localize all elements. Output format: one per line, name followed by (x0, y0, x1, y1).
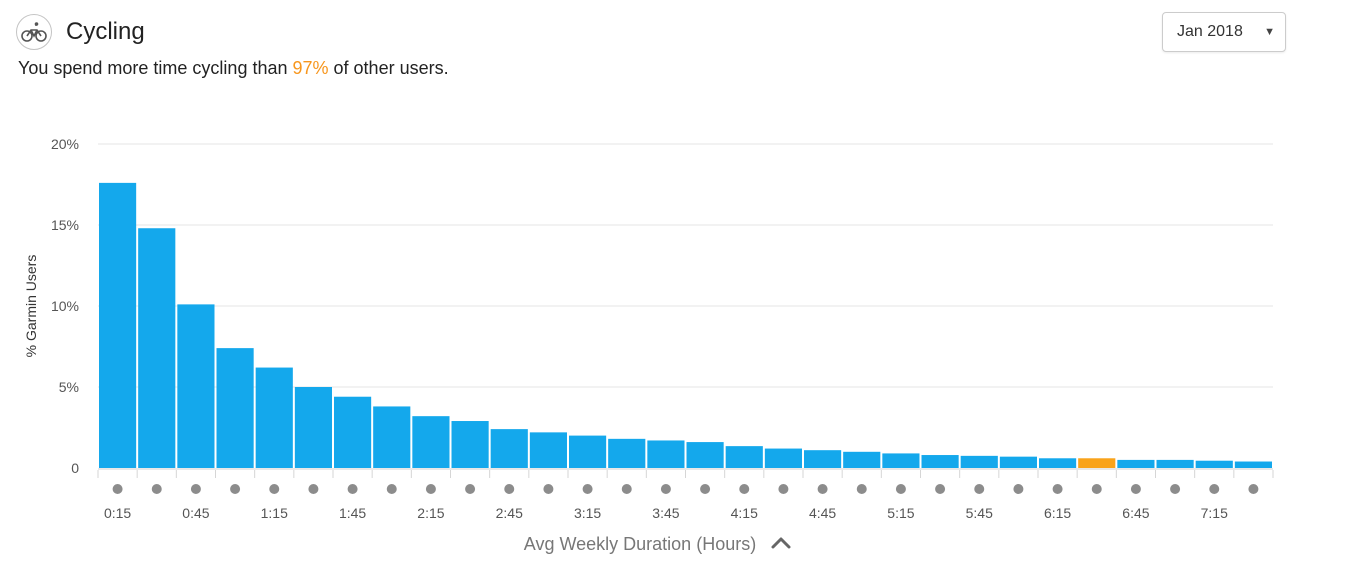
bar (412, 416, 450, 468)
bar (999, 456, 1037, 468)
bar (255, 367, 293, 468)
bar (216, 348, 254, 468)
chevron-up-icon (771, 537, 791, 549)
bar (686, 442, 724, 468)
x-tick-label: 3:45 (652, 505, 679, 521)
bin-dot (230, 484, 241, 494)
bar (1117, 459, 1155, 468)
y-tick-label: 5% (59, 379, 79, 395)
bin-dot (1130, 484, 1141, 494)
bar (99, 182, 137, 468)
bin-dot (386, 484, 397, 494)
bin-dot (465, 484, 476, 494)
bar (804, 450, 842, 468)
x-tick-label: 1:15 (261, 505, 288, 521)
x-tick-label: 3:15 (574, 505, 601, 521)
bar (921, 455, 959, 468)
bar (373, 406, 411, 468)
bar (843, 451, 881, 468)
month-select-value: Jan 2018 (1177, 23, 1243, 40)
bar (294, 387, 332, 468)
y-tick-label: 15% (51, 217, 79, 233)
bar (334, 396, 372, 468)
bin-dot (543, 484, 554, 494)
x-tick-label: 5:45 (966, 505, 993, 521)
x-tick-label: 2:15 (417, 505, 444, 521)
bicycle-icon (16, 14, 52, 50)
bar (569, 435, 607, 468)
bar (451, 421, 489, 468)
bar (1156, 459, 1194, 468)
y-tick-label: 10% (51, 298, 79, 314)
bar (529, 432, 567, 468)
x-tick-label: 0:15 (104, 505, 131, 521)
bin-dot (504, 484, 515, 494)
bin-dot (1170, 484, 1181, 494)
percentile-value: 97% (292, 58, 329, 78)
bar (1195, 460, 1233, 468)
percentile-summary: You spend more time cycling than 97% of … (18, 58, 449, 79)
bin-dot (269, 484, 280, 494)
y-tick-label: 0 (71, 460, 79, 476)
y-tick-label: 20% (51, 136, 79, 152)
bar (1078, 458, 1116, 468)
bin-dot (190, 484, 201, 494)
chevron-down-icon: ▼ (1264, 26, 1275, 38)
bar (490, 429, 528, 468)
x-tick-label: 1:45 (339, 505, 366, 521)
bin-dot (112, 484, 123, 494)
summary-suffix: of other users. (328, 58, 449, 78)
bin-dot (1052, 484, 1063, 494)
bar (725, 446, 763, 468)
x-tick-label: 6:45 (1122, 505, 1149, 521)
bin-dot (974, 484, 985, 494)
bin-dot (778, 484, 789, 494)
bin-dot (425, 484, 436, 494)
bar (177, 304, 215, 468)
x-tick-label: 5:15 (887, 505, 914, 521)
bar (1234, 461, 1272, 468)
bar (1039, 458, 1077, 468)
bin-dot (308, 484, 319, 494)
bin-dot (347, 484, 358, 494)
chart-header: Cycling (16, 12, 145, 52)
bin-dot (621, 484, 632, 494)
page-title: Cycling (66, 18, 145, 45)
bin-dot (817, 484, 828, 494)
x-tick-label: 0:45 (182, 505, 209, 521)
bin-dot (151, 484, 162, 494)
summary-prefix: You spend more time cycling than (18, 58, 293, 78)
bin-dot (700, 484, 711, 494)
bin-dot (1248, 484, 1259, 494)
bar (138, 228, 176, 468)
x-axis-title: Avg Weekly Duration (Hours) (524, 534, 756, 554)
x-tick-label: 6:15 (1044, 505, 1071, 521)
bin-dot (1209, 484, 1220, 494)
x-tick-label: 2:45 (496, 505, 523, 521)
bar (960, 455, 998, 468)
bin-dot (1013, 484, 1024, 494)
bin-dot (660, 484, 671, 494)
bar (882, 453, 920, 468)
x-tick-label: 4:45 (809, 505, 836, 521)
bar (647, 440, 685, 468)
y-axis-title: % Garmin Users (23, 255, 39, 358)
x-tick-label: 4:15 (731, 505, 758, 521)
bin-dot (739, 484, 750, 494)
bin-dot (1091, 484, 1102, 494)
bin-dot (935, 484, 946, 494)
month-select[interactable]: Jan 2018 ▼ (1162, 12, 1286, 52)
bin-dot (895, 484, 906, 494)
bar (764, 448, 802, 468)
bin-dot (856, 484, 867, 494)
bin-dot (582, 484, 593, 494)
bar (608, 438, 646, 468)
x-tick-label: 7:15 (1201, 505, 1228, 521)
